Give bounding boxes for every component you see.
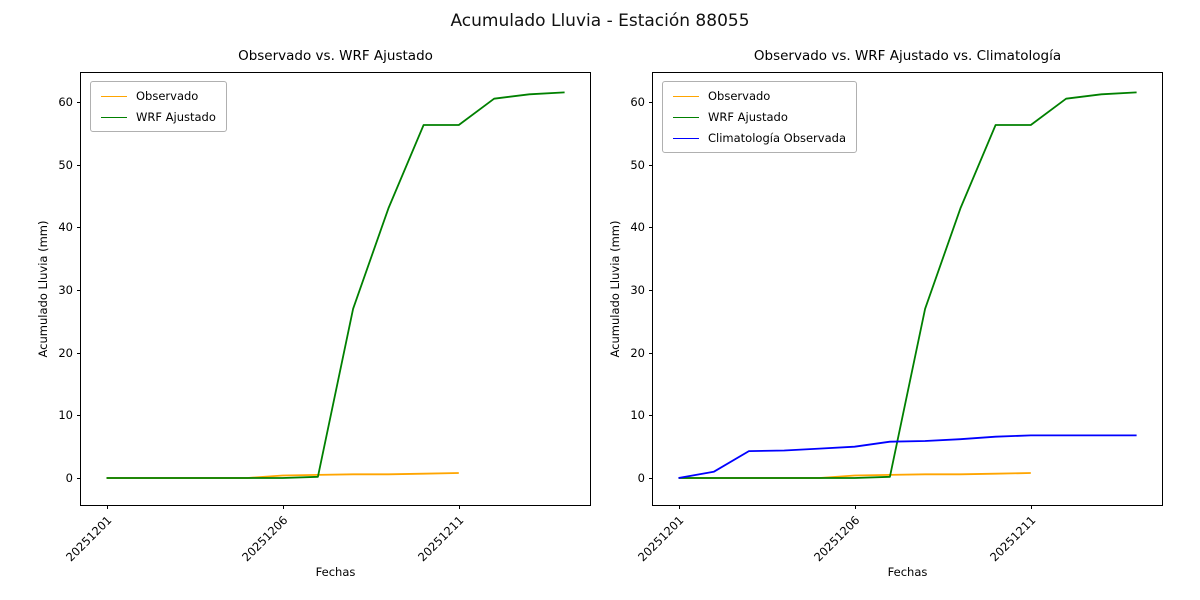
y-axis-label-right: Acumulado Lluvia (mm) [608,220,622,358]
series-line-wrf-ajustado [106,91,565,479]
y-tick [649,352,653,354]
legend-line-sample [673,116,699,118]
legend: Observado WRF Ajustado Climatología Observ… [662,81,857,153]
y-tick [77,415,81,417]
plot-area [678,91,1137,479]
x-tick [106,505,108,509]
x-axis-label-left: Fechas [315,565,356,579]
y-axis-label-left: Acumulado Lluvia (mm) [36,220,50,358]
y-tick-label: 60 [58,94,73,109]
y-tick [649,289,653,291]
legend-line-sample [673,95,699,97]
legend-entry-wrf-ajustado: WRF Ajustado [673,110,846,124]
y-tick-label: 20 [630,345,645,360]
legend-entry-wrf-ajustado: WRF Ajustado [101,110,216,124]
y-tick-label: 0 [637,471,645,485]
chart-title-left: Observado vs. WRF Ajustado [238,48,433,64]
y-tick [77,478,81,479]
y-tick-label: 60 [630,94,645,109]
legend-entry-climatologia-observada: Climatología Observada [673,131,846,145]
y-tick [649,227,653,229]
x-tick [854,505,856,509]
legend-entry-observado: Observado [101,89,216,103]
y-tick [649,415,653,417]
x-tick-label: 20251211 [987,513,1039,565]
legend-entry-observado: Observado [673,89,846,103]
x-tick-label: 20251201 [635,513,687,565]
legend-label: Climatología Observada [708,131,846,145]
plot-area [106,91,565,479]
y-tick-label: 0 [65,471,73,485]
legend-line-sample [673,137,699,139]
y-tick-label: 40 [630,220,645,235]
x-axis-label-right: Fechas [887,565,928,579]
legend: Observado WRF Ajustado [90,81,227,132]
x-tick-label: 20251206 [811,513,863,565]
legend-label: Observado [136,89,199,103]
legend-line-sample [101,116,127,118]
axes-right: Observado vs. WRF Ajustado vs. Climatolo… [608,48,1163,579]
y-tick-label: 50 [630,157,645,172]
legend-label: Observado [708,89,771,103]
legend-label: WRF Ajustado [708,110,788,124]
legend-label: WRF Ajustado [136,110,216,124]
y-tick-label: 40 [58,220,73,235]
figure-suptitle: Acumulado Lluvia - Estación 88055 [450,11,750,31]
y-tick [77,227,81,229]
x-tick [458,505,460,509]
y-tick-label: 30 [58,282,73,297]
x-tick-label: 20251201 [63,513,115,565]
y-tick-label: 10 [58,408,73,423]
y-tick [649,101,653,103]
y-tick [77,289,81,291]
y-tick [77,164,81,166]
legend-line-sample [101,95,127,97]
x-tick [282,505,284,509]
y-tick-label: 10 [630,408,645,423]
y-tick-label: 50 [58,157,73,172]
axes-left: Observado vs. WRF Ajustado Acumulado Llu… [36,48,591,579]
y-tick-label: 20 [58,345,73,360]
y-tick-label: 30 [630,282,645,297]
chart-title-right: Observado vs. WRF Ajustado vs. Climatolo… [753,48,1062,64]
y-tick [77,352,81,354]
x-tick [678,505,680,509]
y-tick [649,478,653,479]
series-line-wrf-ajustado [678,91,1137,479]
x-tick [1030,505,1032,509]
x-tick-label: 20251211 [415,513,467,565]
series-line-climatologia-observada [678,434,1137,479]
x-tick-label: 20251206 [239,513,291,565]
y-tick [649,164,653,166]
y-tick [77,101,81,103]
